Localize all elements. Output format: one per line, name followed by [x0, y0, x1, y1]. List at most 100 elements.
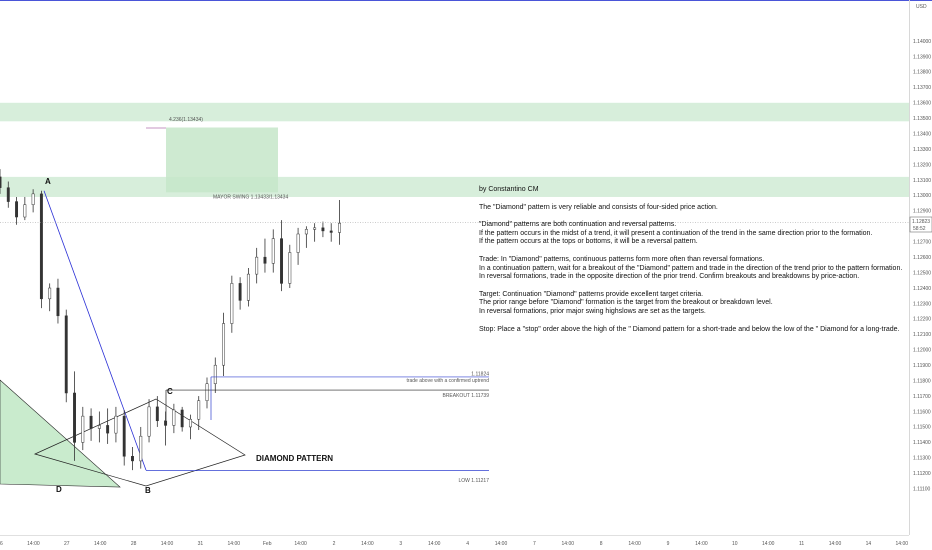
- note-line: If the pattern occurs at the tops or bot…: [479, 238, 698, 246]
- candle: [255, 247, 259, 284]
- candle: [213, 357, 217, 393]
- point-b-label: B: [145, 486, 151, 495]
- candle-body: [6, 187, 10, 202]
- candle-body: [180, 409, 184, 428]
- note-line: Stop: Place a "stop" order above the hig…: [479, 325, 900, 333]
- candle: [6, 181, 10, 208]
- candle: [81, 406, 85, 451]
- candle-body: [263, 256, 267, 264]
- note-line: If the pattern occurs in the midst of a …: [479, 229, 873, 237]
- time-tick-label: 11: [799, 541, 804, 547]
- candle-body: [313, 227, 317, 230]
- price-tick-label: 1.13000: [913, 193, 931, 199]
- notes-intro: The "Diamond" pattern is very reliable a…: [479, 204, 924, 213]
- candle: [296, 227, 300, 265]
- point-c-label: C: [167, 387, 173, 396]
- candle-body: [197, 400, 201, 420]
- candle: [97, 411, 101, 443]
- candle-body: [139, 435, 143, 462]
- price-tick-label: 1.12500: [913, 270, 931, 276]
- note-line: In a continuation pattern, wait for a br…: [479, 264, 903, 272]
- candle-body: [31, 193, 35, 205]
- time-tick-label: 14:00: [428, 541, 441, 547]
- price-tick-label: 1.11400: [913, 440, 931, 446]
- fib-extension: [146, 127, 278, 193]
- candle: [147, 399, 151, 443]
- currency-label: USD: [916, 4, 927, 10]
- a-to-b-line: [43, 190, 147, 471]
- point-d-label: D: [56, 485, 62, 494]
- time-axis[interactable]: 6 14:00 27 14:00 28 14:00 31 14:00 Feb 14:00 2 14:0…: [0, 541, 908, 547]
- time-tick-label: 3: [399, 541, 402, 547]
- time-tick-label: 2: [333, 541, 336, 547]
- candle-body: [155, 406, 159, 422]
- time-tick-label: 28: [131, 541, 137, 547]
- time-tick-label: 27: [64, 541, 70, 547]
- notes-author: by Constantino CM: [479, 186, 924, 195]
- candle-body: [255, 256, 259, 275]
- candle-body: [147, 406, 151, 437]
- level-label-1: 1.11824: [471, 372, 489, 378]
- notes-trade: Trade: In "Diamond" patterns, continuous…: [479, 256, 924, 282]
- candle: [15, 196, 19, 225]
- price-tick-label: 1.11100: [913, 486, 931, 492]
- candle: [122, 409, 126, 466]
- candle: [329, 223, 333, 242]
- candle: [197, 396, 201, 431]
- candle-body: [230, 283, 234, 324]
- price-tick-label: 1.13600: [913, 101, 931, 107]
- time-tick-label: 10: [732, 541, 738, 547]
- candle: [48, 283, 52, 312]
- price-levels: [146, 376, 489, 471]
- price-tick-label: 1.13900: [913, 54, 931, 60]
- price-tick-label: 1.11200: [913, 471, 931, 477]
- candle-body: [106, 425, 110, 434]
- time-tick-label: 7: [533, 541, 536, 547]
- note-line: In reversal formations, trade in the opp…: [479, 273, 860, 281]
- time-tick-label: 14:00: [762, 541, 775, 547]
- note-line: In reversal formations, prior major swin…: [479, 307, 706, 315]
- candle-body: [238, 283, 242, 301]
- price-tick-label: 1.11900: [913, 363, 931, 369]
- candle: [73, 371, 76, 461]
- candle: [280, 220, 283, 292]
- candle: [164, 411, 168, 446]
- candle-body: [39, 193, 43, 300]
- price-tick-label: 1.12600: [913, 255, 931, 261]
- price-tick-label: 1.11500: [913, 425, 931, 431]
- price-tick-label: 1.12900: [913, 209, 931, 215]
- candle-body: [15, 201, 19, 218]
- time-tick-label: 4: [466, 541, 469, 547]
- current-price-badge: [909, 216, 932, 233]
- candle-body: [338, 222, 341, 233]
- time-tick-label: 14: [866, 541, 872, 547]
- analysis-notes: by Constantino CM The "Diamond" pattern …: [479, 186, 924, 343]
- candle-body: [205, 383, 209, 401]
- price-tick-label: 1.11300: [913, 456, 931, 462]
- candle: [222, 312, 226, 377]
- candle-body: [122, 415, 126, 457]
- candle: [89, 408, 93, 441]
- notes-target: Target: Continuation "Diamond" patterns …: [479, 291, 924, 317]
- price-tick-label: 1.12000: [913, 348, 931, 354]
- candle: [0, 169, 2, 194]
- candle-body: [81, 415, 85, 443]
- candle: [64, 309, 68, 403]
- note-line: "Diamond" patterns are both continuation…: [479, 221, 677, 229]
- green-triangle: [0, 379, 121, 488]
- price-tick-label: 1.12700: [913, 240, 931, 246]
- time-tick-label: Feb: [263, 541, 272, 547]
- time-tick-label: 14:00: [896, 541, 909, 547]
- diamond-pattern-label: DIAMOND PATTERN: [256, 454, 333, 463]
- time-tick-label: 14:00: [294, 541, 307, 547]
- point-a-label: A: [45, 177, 51, 186]
- time-tick-label: 14:00: [562, 541, 575, 547]
- candle-body: [329, 230, 333, 233]
- low-label: LOW 1.11217: [459, 478, 490, 484]
- candle-body: [288, 252, 292, 284]
- candle-body: [48, 287, 52, 300]
- candle: [230, 275, 234, 333]
- candle-body: [97, 425, 101, 429]
- fib-label: 4.236(1.13434): [169, 117, 203, 123]
